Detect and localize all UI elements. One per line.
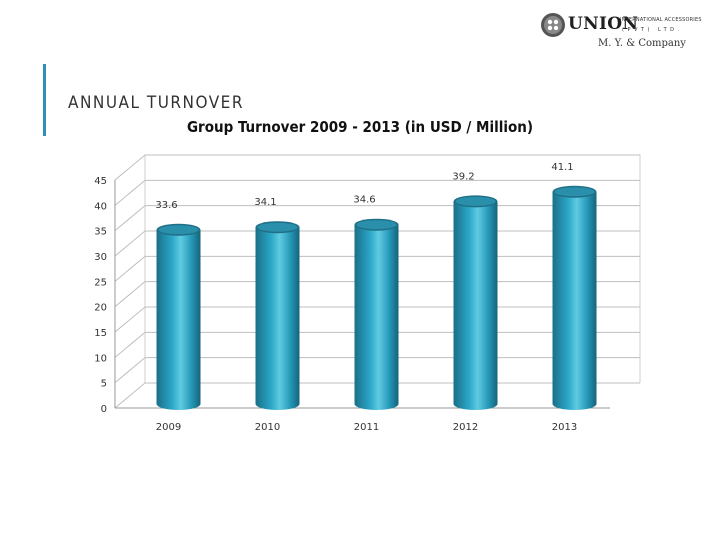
bar (255, 221, 300, 410)
bar-body (552, 191, 597, 410)
x-tick-label: 2011 (354, 422, 379, 433)
bar-top-inner (257, 222, 298, 232)
data-label: 39.2 (452, 171, 474, 182)
y-tick-label: 35 (94, 227, 107, 238)
bar (156, 223, 201, 410)
data-label: 34.1 (254, 197, 276, 208)
chart-title: Group Turnover 2009 - 2013 (in USD / Mil… (186, 118, 534, 136)
bar (354, 218, 399, 410)
bar (552, 185, 597, 410)
y-tick-label: 0 (101, 404, 107, 415)
bar-top-inner (158, 225, 199, 235)
data-label: 33.6 (155, 200, 177, 211)
logo-subtitle: M. Y. & Company (598, 38, 686, 49)
x-tick-label: 2010 (255, 422, 280, 433)
bar-top-inner (356, 220, 397, 230)
y-tick-label: 15 (94, 328, 107, 339)
x-tick-label: 2012 (453, 422, 478, 433)
gridline (114, 154, 640, 181)
y-tick-label: 30 (94, 252, 107, 263)
bar-body (453, 201, 498, 410)
bar-top-inner (554, 187, 595, 197)
y-tick-label: 45 (94, 176, 107, 187)
logo-tagline-2: (PVT) LTD. (622, 27, 683, 33)
bar-top-inner (455, 196, 496, 206)
y-tick-label: 5 (101, 379, 107, 390)
company-logo: UNION INTERNATIONAL ACCESSORIES (PVT) LT… (540, 8, 715, 58)
logo-mark-icon (541, 13, 565, 37)
y-tick-label: 10 (94, 353, 107, 364)
y-tick-label: 20 (94, 303, 107, 314)
bar-body (156, 229, 201, 410)
gridline (114, 179, 640, 206)
bar-body (354, 224, 399, 410)
bar-body (255, 227, 300, 410)
logo-name: UNION (568, 14, 639, 34)
logo-tagline-1: INTERNATIONAL ACCESSORIES (620, 17, 702, 23)
y-tick-label: 25 (94, 277, 107, 288)
bar (453, 195, 498, 410)
x-tick-label: 2009 (156, 422, 181, 433)
accent-bar (43, 64, 46, 136)
slide-title: ANNUAL TURNOVER (68, 93, 244, 113)
data-label: 34.6 (353, 195, 375, 206)
data-label: 41.1 (551, 162, 573, 173)
y-tick-label: 40 (94, 201, 107, 212)
x-tick-label: 2013 (552, 422, 577, 433)
